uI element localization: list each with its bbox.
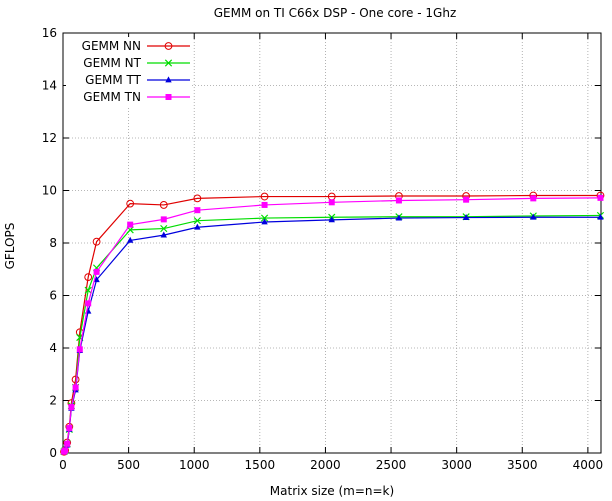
y-tick-label: 4 (49, 341, 57, 355)
data-point (62, 447, 69, 454)
axes: 0 2 4 6 8 10 12 14 16 0 500 1000 1500 2000 2500 3000 350… (42, 26, 603, 472)
data-point (127, 221, 134, 228)
x-tick-label: 0 (59, 458, 67, 472)
data-point (159, 201, 168, 209)
data-point (160, 216, 167, 223)
data-point (93, 268, 100, 275)
legend-label: GEMM NT (83, 56, 141, 70)
x-tick-label: 3000 (441, 458, 472, 472)
marker-stroke (160, 224, 168, 233)
y-tick-label: 2 (49, 394, 57, 408)
x-tick-label: 1500 (245, 458, 276, 472)
data-point (85, 300, 92, 307)
data-point (328, 216, 335, 223)
x-tick-label: 500 (117, 458, 140, 472)
marker-stroke (126, 226, 134, 234)
y-tick-label: 16 (42, 26, 57, 40)
y-tick-label: 0 (49, 446, 57, 460)
legend-marker (165, 76, 172, 83)
data-point (194, 223, 201, 230)
data-point (597, 194, 604, 201)
x-tick-label: 4000 (573, 458, 604, 472)
data-point (66, 425, 73, 432)
data-point (261, 201, 268, 208)
grid (63, 33, 601, 453)
marker-stroke (260, 214, 269, 222)
y-axis-title: GFLOPS (3, 223, 17, 270)
chart-title: GEMM on TI C66x DSP - One core - 1Ghz (214, 6, 457, 20)
data-point (92, 237, 101, 246)
data-point (84, 273, 93, 282)
data-point (328, 199, 335, 206)
data-point (530, 213, 537, 220)
data-point (93, 276, 100, 283)
data-point (126, 236, 134, 243)
y-tick-label: 12 (42, 131, 57, 145)
data-point (68, 404, 75, 411)
data-point (395, 197, 402, 204)
marker-stroke (84, 286, 92, 294)
legend-label: GEMM NN (82, 39, 141, 53)
legend-marker (164, 42, 173, 50)
series-line (63, 194, 601, 453)
series-gemm-tn (61, 194, 604, 455)
data-point (160, 231, 167, 238)
data-point (530, 195, 537, 202)
x-axis-title: Matrix size (m=n=k) (270, 484, 394, 498)
data-point (84, 286, 92, 294)
legend: GEMM NN GEMM NT GEMM TT GEMM TN (66, 37, 192, 107)
x-tick-label: 2500 (376, 458, 407, 472)
data-point (193, 194, 202, 203)
data-point (463, 196, 470, 203)
legend-marker (165, 94, 172, 100)
data-point (160, 224, 168, 233)
y-tick-label: 14 (42, 79, 57, 93)
data-point (194, 207, 201, 214)
y-tick-label: 8 (49, 236, 57, 250)
series-line (63, 216, 601, 453)
data-point (462, 213, 470, 220)
legend-label: GEMM TT (85, 73, 142, 87)
data-point (72, 384, 79, 391)
data-point (260, 214, 269, 222)
series-line (63, 214, 601, 453)
x-tick-label: 1000 (179, 458, 210, 472)
data-point (395, 214, 403, 221)
data-point (597, 213, 604, 220)
y-tick-label: 6 (49, 289, 57, 303)
data-point (261, 218, 268, 225)
y-tick-label: 10 (42, 184, 57, 198)
data-point (64, 440, 71, 447)
x-tick-label: 2000 (310, 458, 341, 472)
marker-stroke (164, 59, 173, 67)
data-point (260, 192, 269, 201)
marker-stroke (193, 217, 201, 225)
series-line (63, 197, 601, 453)
data-point (126, 199, 135, 208)
legend-label: GEMM TN (83, 90, 141, 104)
legend-marker (164, 59, 173, 67)
x-tick-label: 3500 (507, 458, 538, 472)
data-point (76, 346, 83, 353)
data-point (193, 217, 201, 225)
series-layer (60, 191, 605, 456)
